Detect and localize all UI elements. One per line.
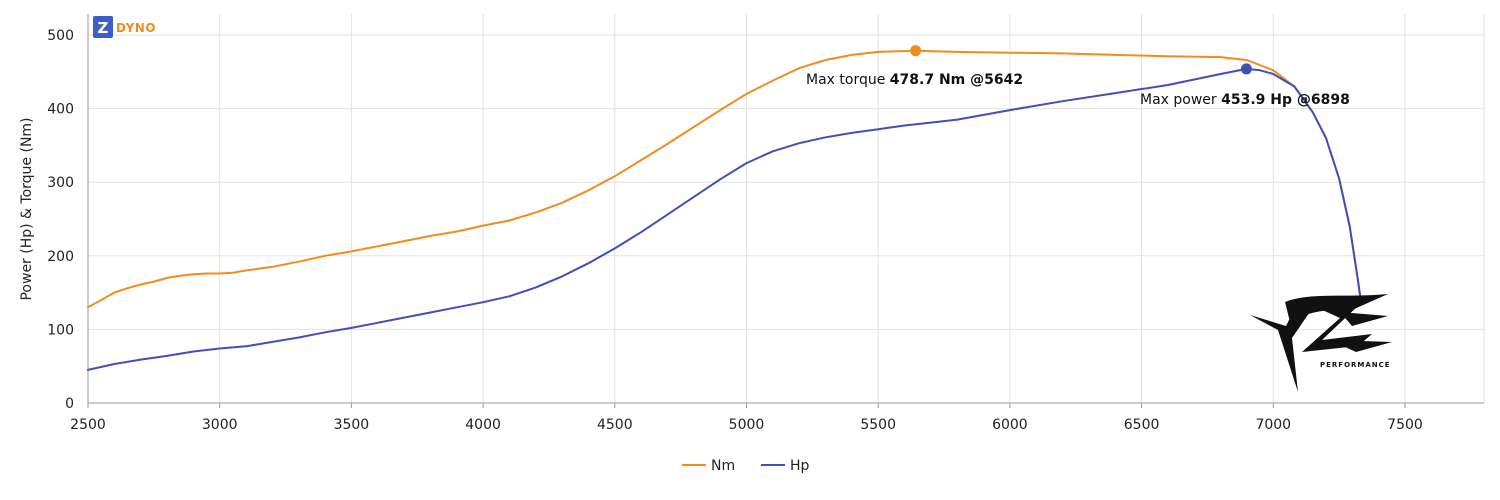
- legend: Nm Hp: [682, 458, 810, 474]
- y-tick-labels: 0 100 200 300 400 500: [47, 28, 74, 412]
- x-tick-label: 7500: [1387, 417, 1423, 433]
- y-tick-label: 0: [65, 396, 74, 412]
- max-torque-value: 478.7 Nm @5642: [890, 72, 1023, 88]
- series-lines: [87, 49, 1362, 371]
- axes: [87, 14, 1484, 404]
- performance-logo: PERFORMANCE: [1250, 294, 1392, 392]
- peak-marker-hp: [1240, 63, 1252, 75]
- x-tick-label: 3500: [334, 417, 370, 433]
- peak-marker-nm: [910, 45, 922, 57]
- svg-text:Max power 453.9 Hp @6898: Max power 453.9 Hp @6898: [1140, 92, 1350, 108]
- x-tick-label: 3000: [202, 417, 238, 433]
- brand-badge-letter: Z: [98, 19, 109, 37]
- max-torque-annotation: Max torque 478.7 Nm @5642: [806, 72, 1023, 88]
- x-tick-label: 6500: [1124, 417, 1160, 433]
- y-tick-label: 500: [47, 28, 74, 44]
- series-line-hp: [87, 67, 1362, 371]
- y-tick-label: 300: [47, 175, 74, 191]
- x-tick-label: 4500: [597, 417, 633, 433]
- legend-item-nm[interactable]: Nm: [682, 458, 735, 474]
- x-tick-label: 4000: [465, 417, 501, 433]
- brand-name: DYNO: [116, 21, 156, 35]
- svg-text:Max torque 478.7 Nm @5642: Max torque 478.7 Nm @5642: [806, 72, 1023, 88]
- brand-badge-icon: [93, 16, 113, 38]
- max-power-annotation: Max power 453.9 Hp @6898: [1140, 92, 1350, 108]
- logo-brush-z-icon: [1302, 304, 1372, 352]
- legend-label-hp: Hp: [790, 458, 810, 474]
- y-tick-label: 200: [47, 249, 74, 265]
- max-power-value: 453.9 Hp @6898: [1221, 92, 1350, 108]
- max-torque-label: Max torque: [806, 72, 885, 88]
- x-tick-labels: 2500 3000 3500 4000 4500 5000 5500 6000 6500 7000…: [70, 403, 1423, 433]
- series-line-nm: [87, 49, 1362, 309]
- y-tick-label: 400: [47, 102, 74, 118]
- peak-markers: [910, 45, 1252, 75]
- legend-label-nm: Nm: [711, 458, 735, 474]
- max-power-label: Max power: [1140, 92, 1217, 108]
- x-tick-label: 6000: [992, 417, 1028, 433]
- x-tick-label: 5500: [860, 417, 896, 433]
- y-axis-title: Power (Hp) & Torque (Nm): [19, 117, 35, 300]
- x-tick-label: 7000: [1255, 417, 1291, 433]
- logo-brush-v-icon: [1250, 300, 1318, 392]
- y-tick-label: 100: [47, 322, 74, 338]
- x-tick-label: 2500: [70, 417, 106, 433]
- logo-brush-stroke-mid-icon: [1330, 312, 1392, 352]
- legend-item-hp[interactable]: Hp: [761, 458, 810, 474]
- logo-performance-text: PERFORMANCE: [1320, 361, 1391, 369]
- brand-logo: Z DYNO: [93, 16, 156, 38]
- x-tick-label: 5000: [729, 417, 765, 433]
